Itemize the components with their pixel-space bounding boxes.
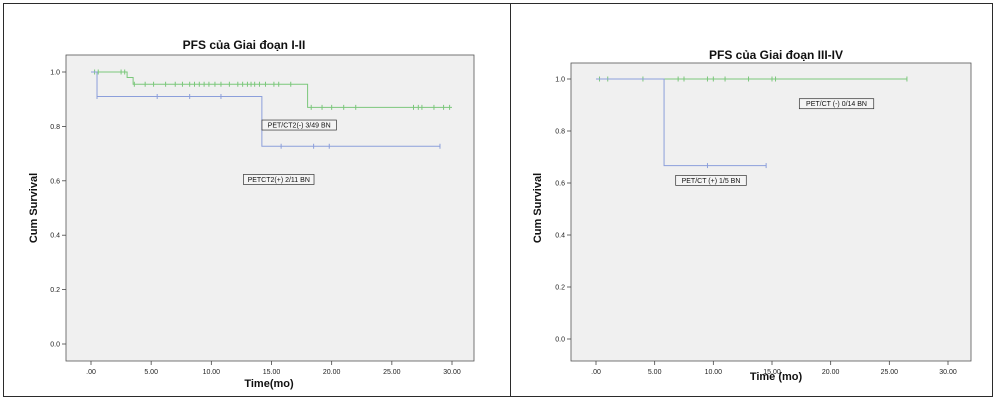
curve-annotation: PET/CT2(-) 3/49 BN bbox=[261, 119, 337, 131]
x-tick-label: 25.00 bbox=[383, 369, 401, 376]
x-tick-label: .00 bbox=[591, 369, 601, 376]
x-tick-label: 10.00 bbox=[705, 369, 723, 376]
y-tick-label: 0.0 bbox=[50, 342, 60, 349]
x-tick-label: 20.00 bbox=[822, 369, 840, 376]
annotation-label: PET/CT (+) 1/5 BN bbox=[682, 178, 741, 185]
x-axis-label: Time (mo) bbox=[750, 371, 803, 383]
y-tick-label: 0.6 bbox=[50, 178, 60, 185]
y-tick-label: 0.8 bbox=[555, 129, 565, 136]
x-tick-label: 10.00 bbox=[203, 369, 221, 376]
y-tick-label: 0.4 bbox=[555, 233, 565, 240]
curve-annotation: PET/CT (+) 1/5 BN bbox=[675, 175, 747, 186]
x-tick-label: 5.00 bbox=[144, 369, 158, 376]
chart-stage-3-4: PFS của Giai đoạn III-IV Time (mo) Cum S… bbox=[532, 48, 972, 383]
x-axis-label: Time(mo) bbox=[244, 378, 294, 390]
curve-annotation: PETCT2(+) 2/11 BN bbox=[243, 174, 315, 185]
chart-title: PFS của Giai đoạn III-IV bbox=[709, 48, 843, 62]
y-tick-label: 1.0 bbox=[50, 70, 60, 77]
x-tick-label: 30.00 bbox=[443, 369, 461, 376]
survival-curve bbox=[596, 78, 767, 167]
plot-area bbox=[570, 62, 972, 362]
y-tick-label: 0.2 bbox=[50, 287, 60, 294]
plot-area bbox=[65, 54, 475, 362]
y-tick-label: 0.6 bbox=[555, 181, 565, 188]
survival-curve bbox=[91, 71, 440, 147]
y-tick-label: 0.8 bbox=[50, 124, 60, 131]
annotation-label: PETCT2(+) 2/11 BN bbox=[248, 177, 310, 184]
x-tick-label: 25.00 bbox=[881, 369, 899, 376]
survival-curve bbox=[91, 71, 452, 108]
annotation-label: PET/CT2(-) 3/49 BN bbox=[268, 123, 331, 130]
chart-title: PFS của Giai đoạn I-II bbox=[183, 38, 306, 52]
y-tick-label: 0.4 bbox=[50, 233, 60, 240]
curve-annotation: PET/CT (-) 0/14 BN bbox=[798, 98, 875, 110]
chart-stage-1-2: PFS của Giai đoạn I-II Time(mo) Cum Surv… bbox=[28, 38, 475, 390]
y-tick-label: 0.0 bbox=[555, 337, 565, 344]
annotation-box bbox=[261, 119, 337, 131]
chart-panel-stage-3-4: PFS của Giai đoạn III-IV Time (mo) Cum S… bbox=[510, 3, 993, 397]
x-tick-label: 5.00 bbox=[648, 369, 662, 376]
y-tick-label: 0.2 bbox=[555, 285, 565, 292]
y-axis-label: Cum Survival bbox=[28, 173, 40, 243]
annotation-box bbox=[798, 98, 875, 110]
x-tick-label: 30.00 bbox=[939, 369, 957, 376]
y-axis-label: Cum Survival bbox=[532, 173, 544, 243]
x-tick-label: 15.00 bbox=[763, 369, 781, 376]
x-tick-label: .00 bbox=[86, 369, 96, 376]
chart-panel-stage-1-2: PFS của Giai đoạn I-II Time(mo) Cum Surv… bbox=[3, 3, 511, 397]
y-tick-label: 1.0 bbox=[555, 77, 565, 84]
annotation-label: PET/CT (-) 0/14 BN bbox=[806, 101, 867, 108]
annotation-box bbox=[675, 175, 747, 186]
x-tick-label: 20.00 bbox=[323, 369, 341, 376]
annotation-box bbox=[243, 174, 315, 185]
x-tick-label: 15.00 bbox=[263, 369, 281, 376]
